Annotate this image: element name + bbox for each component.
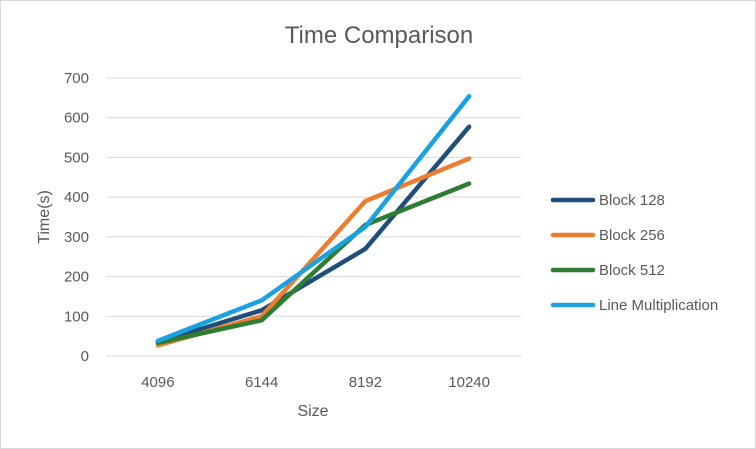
gridlines	[106, 77, 521, 357]
legend-label-block-256: Block 256	[599, 227, 665, 244]
legend: Block 128 Block 256 Block 512 Line Multipli…	[550, 192, 718, 314]
y-axis-label: Time(s)	[36, 190, 53, 244]
legend-label-line-multiplication: Line Multiplication	[599, 297, 718, 314]
series-line-block-512	[155, 181, 472, 346]
y-tick-label: 700	[64, 70, 89, 87]
y-tick-label: 200	[64, 269, 89, 286]
x-axis-label: Size	[297, 403, 328, 420]
x-tick-label: 10240	[448, 374, 490, 391]
x-axis-ticks: 4096 6144 8192 10240	[141, 374, 490, 391]
y-tick-label: 600	[64, 110, 89, 127]
legend-label-block-512: Block 512	[599, 262, 665, 279]
x-tick-label: 6144	[245, 374, 278, 391]
legend-label-block-128: Block 128	[599, 192, 665, 209]
x-tick-label: 4096	[141, 374, 174, 391]
series-lines	[155, 94, 472, 348]
y-axis-ticks: 0 100 200 300 400 500 600 700	[64, 70, 89, 365]
y-tick-label: 0	[81, 348, 89, 365]
series-line-block-128	[155, 124, 472, 345]
y-tick-label: 400	[64, 189, 89, 206]
series-line-line-multiplication	[155, 94, 472, 344]
y-tick-label: 100	[64, 308, 89, 325]
x-tick-label: 8192	[349, 374, 382, 391]
y-tick-label: 500	[64, 149, 89, 166]
series-line-block-256	[155, 156, 472, 348]
y-tick-label: 300	[64, 229, 89, 246]
chart-title: Time Comparison	[285, 22, 474, 49]
